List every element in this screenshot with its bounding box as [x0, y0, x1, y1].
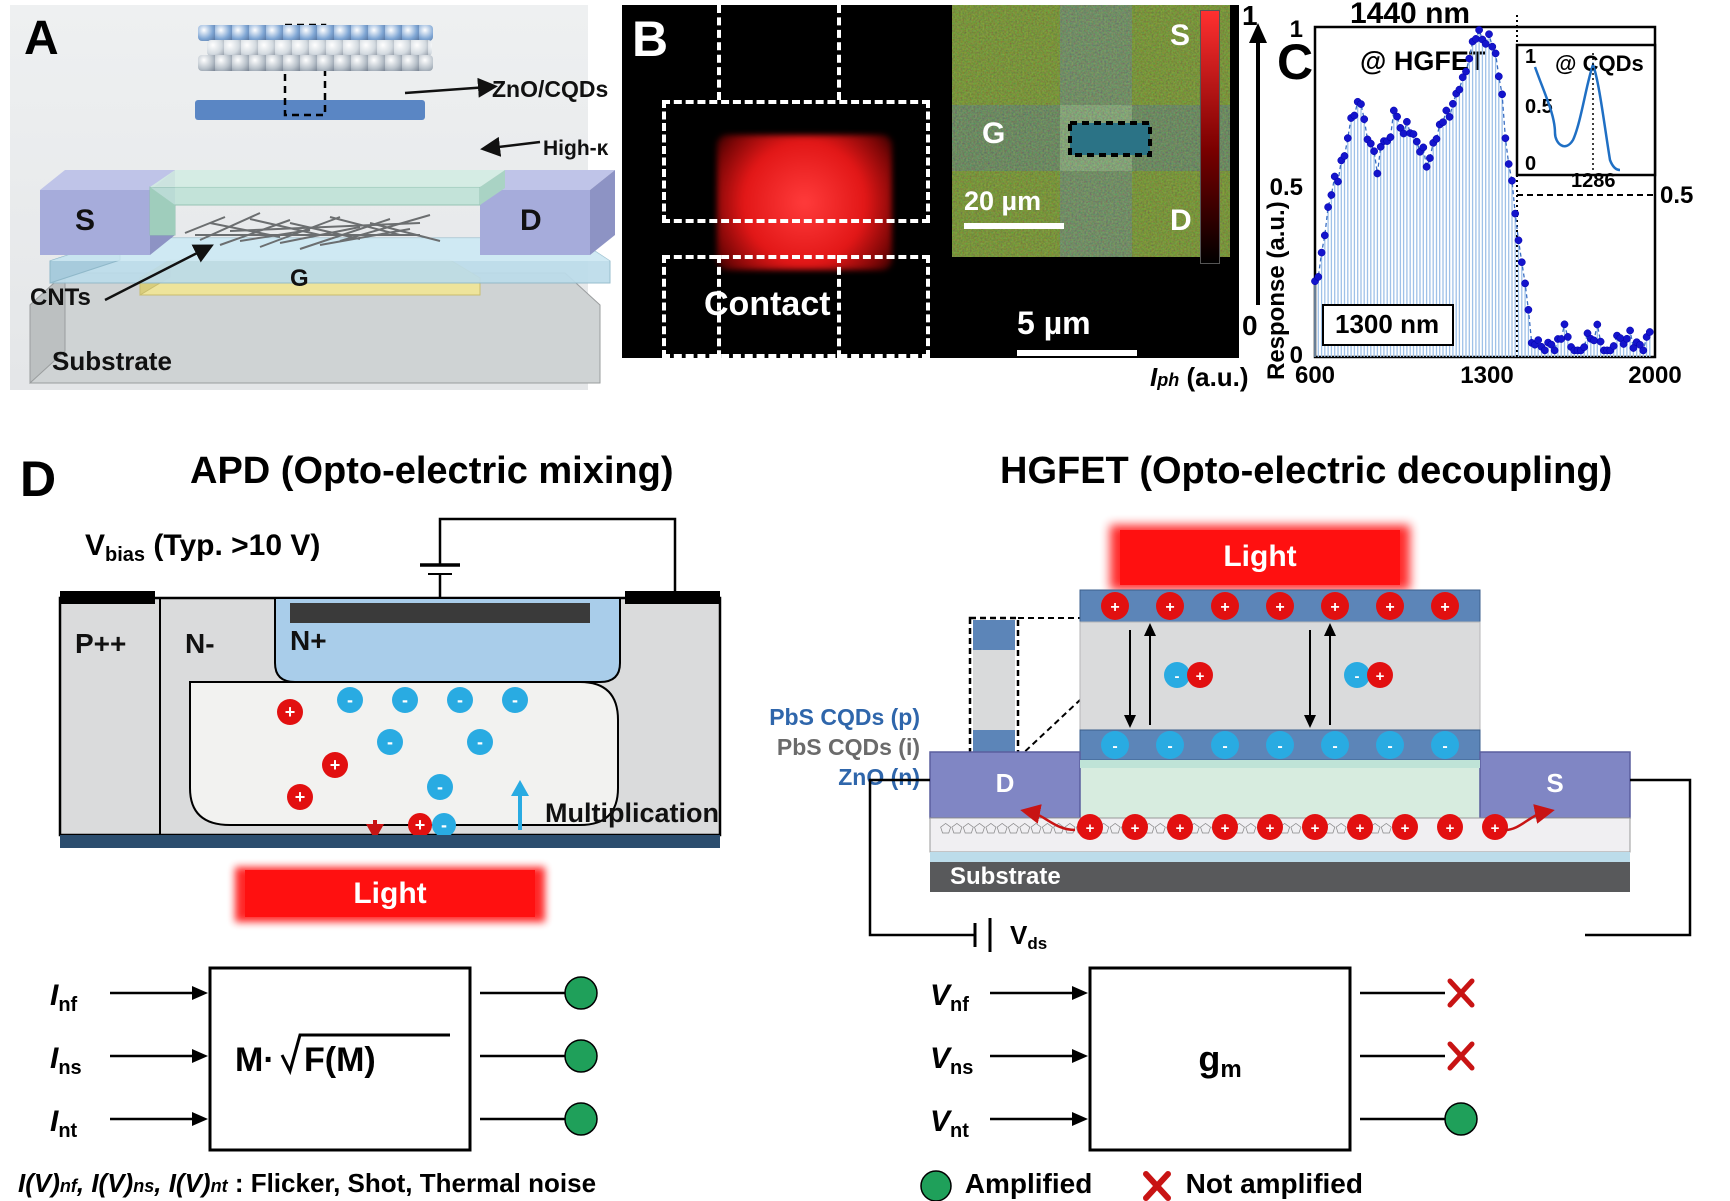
svg-text:Vnt: Vnt: [930, 1105, 969, 1142]
svg-text:+: +: [1266, 820, 1275, 837]
svg-text:+: +: [1196, 668, 1205, 685]
svg-text:-: -: [1442, 738, 1447, 755]
svg-text:-: -: [1277, 738, 1282, 755]
svg-text:1: 1: [1525, 46, 1536, 68]
svg-text:D: D: [1170, 204, 1192, 237]
svg-text:+: +: [1401, 820, 1410, 837]
svg-text:-: -: [457, 690, 463, 710]
svg-text:+: +: [1376, 668, 1385, 685]
svg-text:S: S: [1546, 768, 1563, 798]
svg-text:-: -: [1222, 738, 1227, 755]
svg-text:1286: 1286: [1571, 170, 1616, 192]
svg-text:Vds: Vds: [1010, 920, 1047, 953]
svg-text:+: +: [330, 755, 341, 775]
svg-text:-: -: [387, 732, 393, 752]
svg-text:+: +: [285, 702, 296, 722]
svg-text:G: G: [982, 117, 1005, 150]
svg-text:+: +: [1131, 820, 1140, 837]
svg-text:-: -: [441, 815, 447, 835]
svg-text:@ CQDs: @ CQDs: [1555, 51, 1644, 76]
svg-text:20 µm: 20 µm: [964, 186, 1041, 216]
svg-text:Substrate: Substrate: [950, 863, 1061, 890]
svg-text:+: +: [1275, 599, 1284, 616]
svg-text:0.5: 0.5: [1660, 182, 1693, 209]
svg-text:2000: 2000: [1628, 362, 1681, 389]
svg-text:+: +: [1086, 820, 1095, 837]
svg-text:Ins: Ins: [50, 1042, 82, 1079]
svg-text:+: +: [1446, 820, 1455, 837]
svg-text:+: +: [1385, 599, 1394, 616]
svg-text:+: +: [1176, 820, 1185, 837]
svg-text:-: -: [1112, 738, 1117, 755]
svg-text:1: 1: [1290, 16, 1303, 43]
svg-text:-: -: [477, 732, 483, 752]
svg-text:+: +: [295, 787, 306, 807]
svg-text:N+: N+: [290, 625, 327, 656]
svg-text:Multiplication: Multiplication: [545, 798, 719, 828]
svg-text:P++: P++: [75, 628, 126, 659]
svg-text:Light: Light: [1223, 540, 1296, 573]
svg-text:Vns: Vns: [930, 1042, 973, 1079]
svg-text:+: +: [1330, 599, 1339, 616]
svg-text:1300 nm: 1300 nm: [1335, 309, 1439, 339]
svg-text:F(M): F(M): [304, 1041, 376, 1079]
svg-text:0.5: 0.5: [1270, 174, 1303, 201]
svg-text:Substrate: Substrate: [52, 346, 172, 376]
svg-text:D: D: [520, 204, 542, 237]
svg-text:-: -: [437, 777, 443, 797]
svg-text:-: -: [512, 690, 518, 710]
svg-text:ZnO/CQDs: ZnO/CQDs: [492, 76, 608, 102]
svg-text:+: +: [1311, 820, 1320, 837]
svg-text:Vnf: Vnf: [930, 979, 969, 1016]
svg-text:+: +: [1491, 820, 1500, 837]
svg-text:-: -: [1175, 668, 1180, 685]
svg-text:-: -: [1167, 738, 1172, 755]
svg-text:S: S: [75, 204, 95, 237]
svg-text:CNTs: CNTs: [30, 284, 91, 311]
svg-text:Vbias (Typ. >10 V): Vbias (Typ. >10 V): [85, 529, 320, 566]
svg-text:Int: Int: [50, 1105, 78, 1142]
svg-text:-: -: [402, 690, 408, 710]
svg-text:-: -: [1387, 738, 1392, 755]
svg-text:1300: 1300: [1460, 362, 1513, 389]
svg-text:N-: N-: [185, 628, 215, 659]
svg-text:+: +: [1440, 599, 1449, 616]
svg-text:-: -: [347, 690, 353, 710]
svg-text:+: +: [1220, 599, 1229, 616]
svg-text:+: +: [1165, 599, 1174, 616]
svg-text:-: -: [1332, 738, 1337, 755]
svg-text:-: -: [1355, 668, 1360, 685]
svg-text:High-κ: High-κ: [543, 137, 609, 160]
svg-text:M·: M·: [235, 1041, 275, 1079]
svg-text:Light: Light: [353, 877, 426, 910]
svg-text:G: G: [290, 265, 309, 292]
svg-text:S: S: [1170, 19, 1190, 52]
svg-text:+: +: [1221, 820, 1230, 837]
svg-text:+: +: [415, 815, 426, 835]
svg-text:D: D: [996, 768, 1015, 798]
svg-text:0: 0: [1525, 153, 1536, 175]
svg-text:600: 600: [1295, 362, 1335, 389]
svg-text:Inf: Inf: [50, 979, 78, 1016]
svg-text:+: +: [1110, 599, 1119, 616]
svg-text:+: +: [1356, 820, 1365, 837]
